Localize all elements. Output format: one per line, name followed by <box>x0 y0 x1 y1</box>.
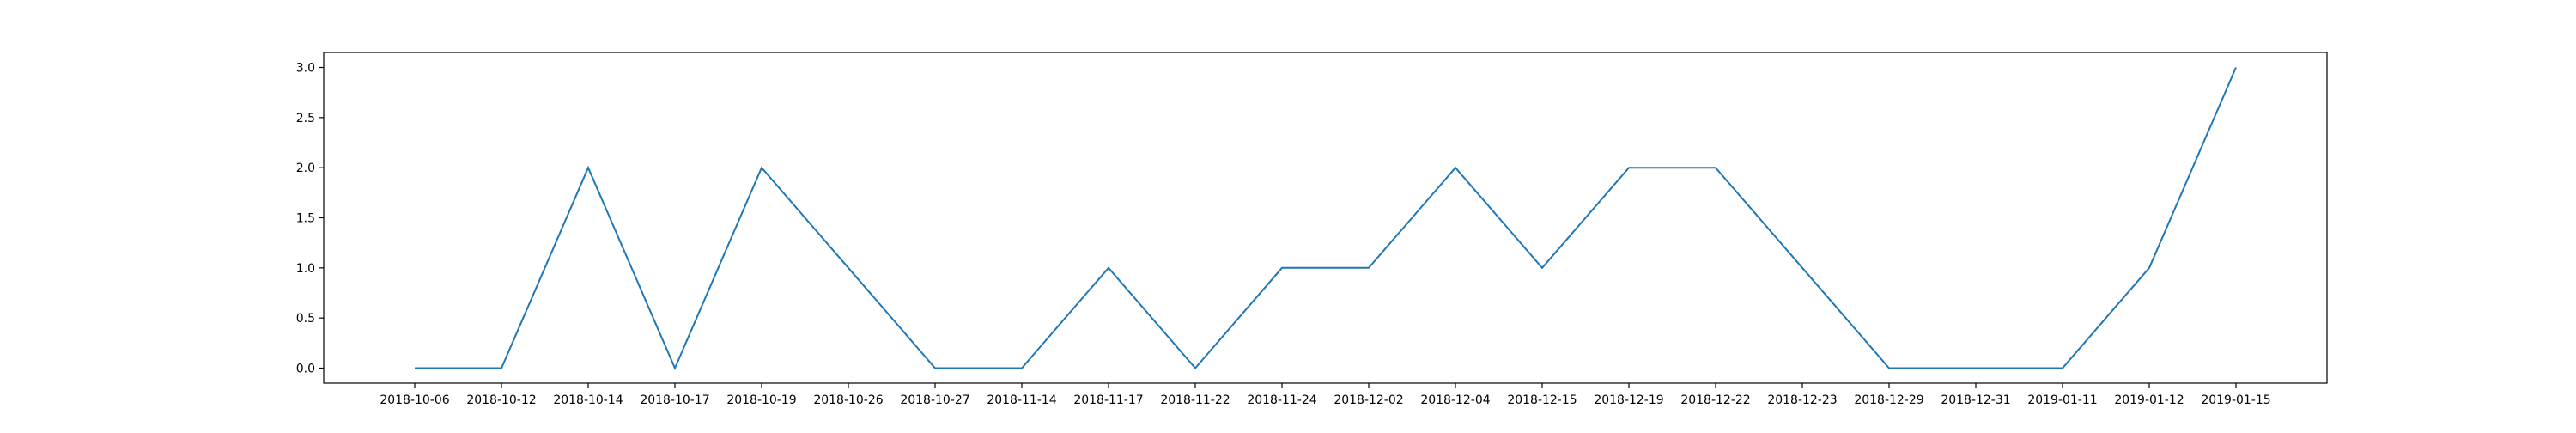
plot-frame <box>323 52 2328 384</box>
axes <box>323 52 2328 384</box>
x-tick-label: 2018-10-19 <box>726 393 796 407</box>
x-tick-label: 2018-12-31 <box>1941 393 2010 407</box>
x-tick-label: 2018-12-23 <box>1767 393 1837 407</box>
y-tick-label: 2.5 <box>296 112 315 125</box>
y-tick-label: 1.0 <box>296 262 315 276</box>
x-tick-label: 2018-10-06 <box>380 393 449 407</box>
y-tick-label: 2.0 <box>296 162 315 175</box>
y-tick-label: 3.0 <box>296 62 315 76</box>
x-tick-label: 2018-12-22 <box>1680 393 1750 407</box>
x-tick-label: 2018-12-29 <box>1854 393 1923 407</box>
x-tick-label: 2018-11-14 <box>987 393 1056 407</box>
x-tick-label: 2018-11-22 <box>1160 393 1230 407</box>
series-group <box>415 67 2237 371</box>
x-tick-label: 2018-10-12 <box>466 393 536 407</box>
x-axis-ticks: 2018-10-06 2018-10-12 2018-10-14 2018-10-17… <box>380 383 2271 407</box>
y-tick-label: 0.5 <box>296 312 315 326</box>
x-tick-label: 2018-11-24 <box>1247 393 1316 407</box>
x-tick-label: 2019-01-12 <box>2114 393 2184 407</box>
x-tick-label: 2018-12-19 <box>1594 393 1663 407</box>
x-tick-label: 2018-10-14 <box>553 393 623 407</box>
y-tick-label: 1.5 <box>296 212 315 226</box>
x-tick-label: 2018-12-04 <box>1420 393 1490 407</box>
x-tick-label: 2018-10-17 <box>640 393 709 407</box>
x-tick-label: 2019-01-11 <box>2027 393 2097 407</box>
x-tick-label: 2018-11-17 <box>1073 393 1143 407</box>
y-axis-ticks: 0.0 0.5 1.0 1.5 2.0 2.5 3.0 <box>296 62 324 376</box>
x-tick-label: 2018-10-27 <box>900 393 969 407</box>
x-tick-label: 2019-01-15 <box>2201 393 2270 407</box>
y-tick-label: 0.0 <box>296 363 315 376</box>
x-tick-label: 2018-10-26 <box>813 393 883 407</box>
series-line <box>415 67 2237 371</box>
x-tick-label: 2018-12-02 <box>1334 393 1403 407</box>
x-tick-label: 2018-12-15 <box>1507 393 1577 407</box>
